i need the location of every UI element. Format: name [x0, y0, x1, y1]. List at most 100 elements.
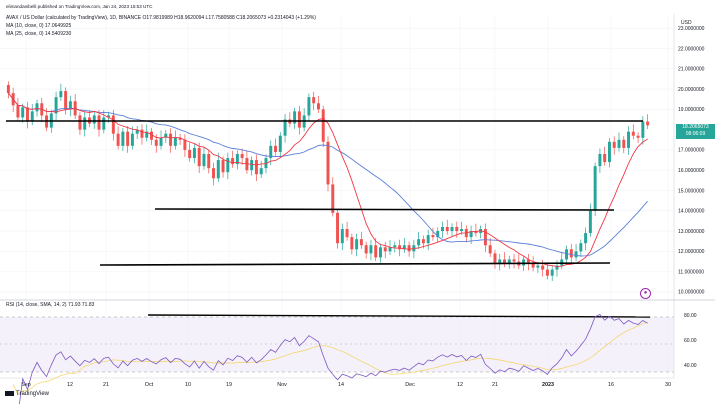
candle-body[interactable]	[474, 231, 478, 234]
candle-body[interactable]	[503, 259, 506, 264]
candle-body[interactable]	[345, 229, 349, 238]
candle-body[interactable]	[421, 239, 425, 244]
candle-body[interactable]	[145, 131, 149, 138]
candle-body[interactable]	[207, 153, 211, 169]
candle-body[interactable]	[83, 117, 87, 130]
candle-body[interactable]	[78, 115, 82, 130]
candle-body[interactable]	[316, 103, 320, 110]
candle-body[interactable]	[126, 131, 130, 146]
candle-body[interactable]	[164, 133, 168, 138]
candle-body[interactable]	[374, 245, 378, 258]
candle-body[interactable]	[235, 153, 239, 165]
tradingview-logo-icon[interactable]: ●	[640, 288, 651, 299]
candle-body[interactable]	[369, 245, 373, 254]
candle-body[interactable]	[221, 160, 225, 173]
candle-body[interactable]	[488, 245, 492, 254]
candle-body[interactable]	[54, 97, 58, 114]
candle-body[interactable]	[25, 107, 29, 122]
candle-body[interactable]	[159, 137, 163, 146]
candle-body[interactable]	[35, 103, 39, 112]
candle-body[interactable]	[355, 239, 359, 250]
candle-body[interactable]	[274, 145, 278, 152]
candle-body[interactable]	[545, 269, 549, 276]
candle-body[interactable]	[493, 253, 497, 264]
candle-body[interactable]	[631, 131, 635, 136]
candle-body[interactable]	[240, 153, 244, 159]
candle-body[interactable]	[498, 259, 502, 264]
candle-body[interactable]	[383, 247, 387, 252]
ma25-label[interactable]: MA (25, close, 0) 14.5409230	[6, 31, 72, 37]
candle-body[interactable]	[340, 229, 344, 244]
candle-body[interactable]	[102, 117, 106, 130]
candle-body[interactable]	[460, 229, 464, 232]
candle-body[interactable]	[417, 239, 421, 246]
candle-body[interactable]	[569, 249, 573, 258]
candle-body[interactable]	[293, 111, 297, 124]
candle-body[interactable]	[116, 133, 120, 146]
candle-body[interactable]	[441, 227, 444, 232]
mid-support-line[interactable]	[154, 208, 615, 211]
candle-body[interactable]	[321, 109, 325, 142]
candle-body[interactable]	[331, 184, 335, 213]
candle-body[interactable]	[445, 227, 449, 232]
candle-body[interactable]	[627, 131, 631, 148]
candle-body[interactable]	[183, 139, 187, 150]
candle-body[interactable]	[30, 111, 34, 122]
candle-body[interactable]	[550, 269, 554, 276]
candle-body[interactable]	[469, 231, 473, 238]
candle-body[interactable]	[617, 139, 621, 148]
candle-body[interactable]	[269, 145, 273, 159]
candle-body[interactable]	[512, 259, 516, 262]
candle-body[interactable]	[574, 251, 578, 258]
candle-body[interactable]	[21, 107, 25, 118]
support-line[interactable]	[99, 262, 611, 266]
candle-body[interactable]	[192, 147, 196, 159]
rsi-label[interactable]: RSI (14, close, SMA, 14, 2) 71.93 71.83	[6, 302, 95, 308]
candle-body[interactable]	[388, 247, 392, 252]
candle-body[interactable]	[312, 97, 316, 104]
candle-body[interactable]	[178, 137, 182, 140]
candle-body[interactable]	[402, 245, 406, 250]
candle-body[interactable]	[593, 166, 597, 211]
candle-body[interactable]	[603, 153, 607, 163]
candle-body[interactable]	[64, 91, 68, 110]
candle-body[interactable]	[212, 168, 215, 179]
symbol-line[interactable]: AVAX / US Dollar (calculated by TradingV…	[6, 15, 316, 21]
candle-body[interactable]	[250, 160, 254, 171]
candle-body[interactable]	[565, 249, 568, 260]
candle-body[interactable]	[393, 245, 397, 248]
candle-body[interactable]	[588, 210, 592, 234]
candle-body[interactable]	[407, 245, 411, 252]
candle-body[interactable]	[450, 227, 454, 232]
candle-body[interactable]	[259, 168, 263, 175]
tradingview-watermark[interactable]: TradingView	[5, 391, 49, 397]
candle-body[interactable]	[336, 212, 340, 244]
candle-body[interactable]	[455, 227, 459, 232]
candle-body[interactable]	[398, 245, 402, 250]
candle-body[interactable]	[522, 259, 526, 266]
candle-body[interactable]	[6, 85, 10, 94]
candle-body[interactable]	[431, 235, 435, 238]
candle-body[interactable]	[607, 141, 611, 163]
candle-body[interactable]	[350, 237, 354, 250]
candle-body[interactable]	[264, 158, 268, 169]
rsi-trend-line[interactable]	[147, 314, 651, 318]
candle-body[interactable]	[307, 97, 311, 116]
candle-body[interactable]	[16, 105, 20, 118]
candle-body[interactable]	[364, 245, 368, 254]
candle-body[interactable]	[531, 263, 535, 268]
candle-body[interactable]	[231, 158, 235, 165]
candle-body[interactable]	[378, 247, 382, 258]
candle-body[interactable]	[483, 229, 487, 246]
candle-body[interactable]	[150, 131, 153, 140]
candle-body[interactable]	[130, 133, 134, 146]
candle-body[interactable]	[107, 115, 111, 118]
candle-body[interactable]	[584, 233, 588, 244]
candle-body[interactable]	[202, 153, 206, 167]
candle-body[interactable]	[612, 141, 616, 148]
candle-body[interactable]	[216, 160, 220, 179]
candle-body[interactable]	[359, 239, 363, 246]
candle-body[interactable]	[59, 91, 63, 98]
candle-body[interactable]	[169, 133, 173, 146]
